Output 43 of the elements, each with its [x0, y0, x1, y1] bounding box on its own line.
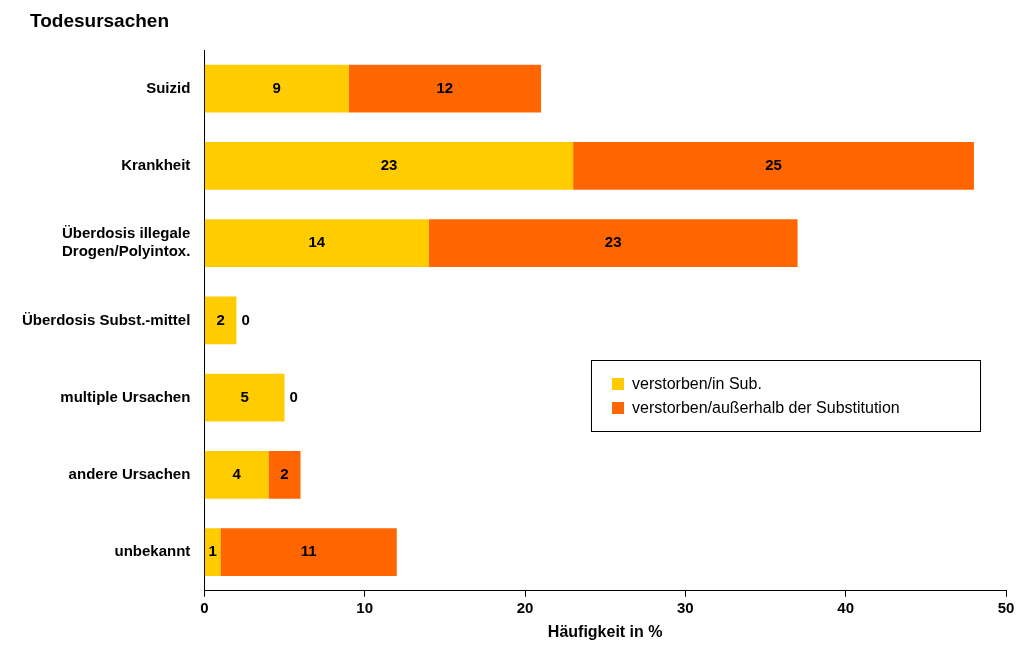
x-tick-label: 40	[837, 598, 855, 616]
bar	[573, 141, 974, 190]
x-tick-label: 50	[997, 598, 1015, 616]
data-label: 2	[216, 310, 225, 328]
data-label: 0	[289, 387, 298, 405]
bar	[348, 64, 542, 113]
y-tick-label: Krankheit	[121, 156, 191, 174]
bar	[428, 219, 798, 268]
x-tick-label: 30	[677, 598, 694, 616]
bar	[204, 296, 237, 345]
x-tick-label: 10	[356, 598, 374, 616]
x-axis-title: Häufigkeit in %	[547, 622, 663, 640]
bar	[204, 141, 574, 190]
data-label: 9	[272, 78, 281, 96]
data-label: 12	[436, 78, 454, 96]
y-tick-label: unbekannt	[114, 542, 191, 560]
data-label: 23	[604, 233, 622, 251]
data-label: 11	[300, 542, 317, 560]
y-tick-label: Suizid	[146, 78, 191, 96]
bar	[220, 528, 397, 577]
bar	[268, 450, 301, 499]
data-label: 4	[232, 465, 242, 483]
data-label: 5	[240, 387, 249, 405]
legend-label: verstorben/außerhalb der Substitution	[632, 399, 900, 418]
x-tick-label: 20	[516, 598, 534, 616]
data-label: 25	[765, 156, 782, 174]
data-label: 2	[280, 465, 289, 483]
y-tick-label: multiple Ursachen	[60, 387, 191, 405]
bar	[204, 450, 269, 499]
chart-title: Todesursachen	[30, 10, 170, 32]
bar	[204, 373, 285, 422]
bar	[204, 528, 221, 577]
bar	[204, 219, 429, 268]
y-tick-label: Überdosis Subst.-mittel	[22, 310, 191, 328]
y-tick-label: Überdosis illegale Drogen/Polyintox.	[61, 224, 191, 260]
data-label: 14	[308, 233, 326, 251]
bar	[204, 64, 349, 113]
data-label: 0	[241, 310, 250, 328]
y-tick-label: andere Ursachen	[68, 465, 191, 483]
data-label: 1	[208, 542, 217, 560]
legend-label: verstorben/in Sub.	[632, 375, 762, 394]
data-label: 23	[380, 156, 398, 174]
x-tick-label: 0	[200, 598, 209, 616]
